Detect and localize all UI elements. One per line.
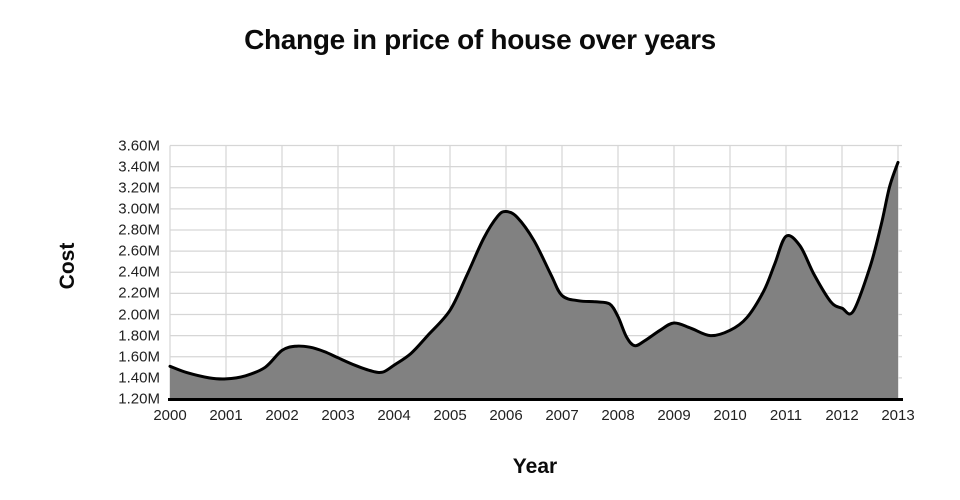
x-tick-label: 2000 [153,407,187,424]
y-tick-label: 1.40M [118,369,160,387]
y-tick-label: 2.40M [118,263,160,281]
y-tick-label: 2.20M [118,284,160,302]
y-tick-label: 3.60M [118,137,160,154]
x-tick-label: 2001 [209,407,243,424]
x-tick-label: 2012 [825,407,859,424]
x-tick-label: 2010 [713,407,747,424]
x-tick-label: 2011 [769,407,803,424]
area-outline [168,160,900,381]
y-tick-label: 2.00M [118,306,160,323]
area-fill [170,162,898,399]
y-tick-label: 2.80M [118,221,160,239]
x-axis-title: Year [512,455,558,478]
x-tick-label: 2006 [489,407,523,424]
y-tick-label: 3.20M [118,179,160,197]
x-tick-label: 2007 [545,407,579,424]
x-tick-label: 2004 [377,407,411,424]
x-tick-label: 2008 [601,407,635,424]
y-tick-label: 1.80M [118,327,160,345]
x-tick-label: 2013 [881,407,915,424]
y-tick-label: 2.60M [118,242,160,260]
y-tick-label: 3.40M [118,158,160,176]
y-tick-label: 3.00M [118,200,160,218]
x-tick-label: 2005 [433,407,467,424]
chart-title: Change in price of house over years [244,24,716,55]
x-tick-label: 2009 [657,407,691,424]
x-tick-label: 2003 [321,407,355,424]
x-tick-label: 2002 [265,407,299,424]
y-tick-label: 1.60M [118,348,160,366]
y-tick-label: 1.20M [118,390,160,408]
